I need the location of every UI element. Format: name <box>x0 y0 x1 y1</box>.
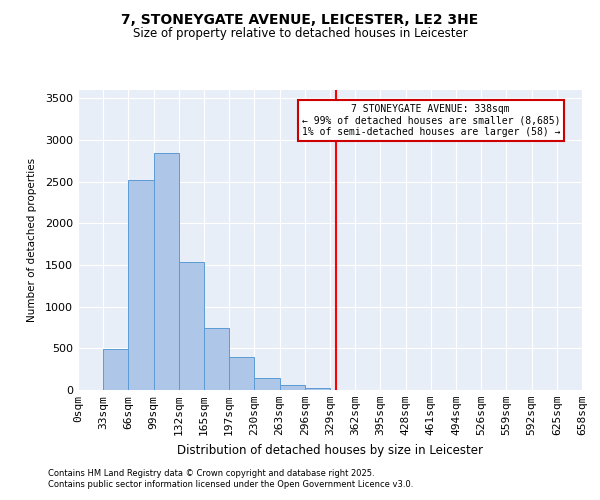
Bar <box>154 154 179 390</box>
Text: 7 STONEYGATE AVENUE: 338sqm
← 99% of detached houses are smaller (8,685)
1% of s: 7 STONEYGATE AVENUE: 338sqm ← 99% of det… <box>302 104 560 138</box>
Text: Contains public sector information licensed under the Open Government Licence v3: Contains public sector information licen… <box>48 480 413 489</box>
Bar <box>254 378 280 390</box>
Bar <box>280 385 305 390</box>
Bar <box>103 349 128 390</box>
Y-axis label: Number of detached properties: Number of detached properties <box>26 158 37 322</box>
Text: Size of property relative to detached houses in Leicester: Size of property relative to detached ho… <box>133 28 467 40</box>
Bar <box>179 262 204 390</box>
Bar <box>229 356 254 390</box>
X-axis label: Distribution of detached houses by size in Leicester: Distribution of detached houses by size … <box>177 444 483 456</box>
Bar <box>128 180 154 390</box>
Text: 7, STONEYGATE AVENUE, LEICESTER, LE2 3HE: 7, STONEYGATE AVENUE, LEICESTER, LE2 3HE <box>121 12 479 26</box>
Bar <box>305 388 330 390</box>
Text: Contains HM Land Registry data © Crown copyright and database right 2025.: Contains HM Land Registry data © Crown c… <box>48 468 374 477</box>
Bar <box>204 328 229 390</box>
